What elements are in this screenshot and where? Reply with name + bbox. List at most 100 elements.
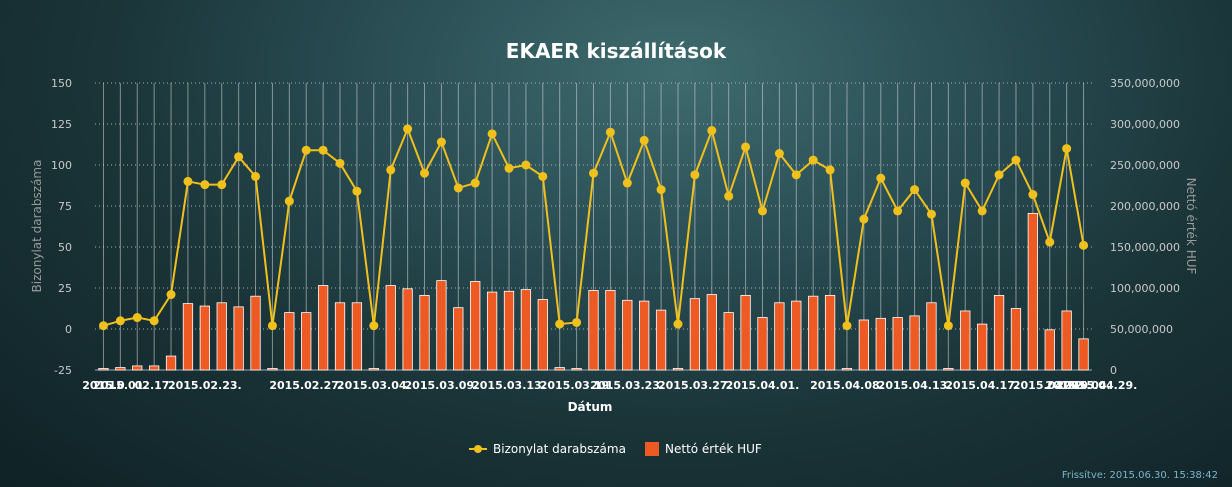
line-point <box>403 124 413 134</box>
x-tick-label: 2015.0 <box>1045 379 1088 392</box>
y-tick-label-left: 100 <box>51 159 72 172</box>
legend-item-bar[interactable]: Nettó érték HUF <box>645 442 762 456</box>
y-tick-label-left: -25 <box>54 364 72 377</box>
line-point <box>115 316 125 326</box>
bar <box>1010 308 1022 371</box>
line-point <box>453 183 463 193</box>
y-tick-label-left: 125 <box>51 118 72 131</box>
bar <box>791 300 802 371</box>
bar <box>149 365 160 371</box>
bar <box>993 294 1005 371</box>
x-tick-label: 2015.04.08. <box>810 379 884 392</box>
line-point <box>217 180 227 190</box>
x-tick-label: 2015.03.23. <box>590 379 664 392</box>
bar <box>132 365 143 371</box>
line-point <box>893 206 903 216</box>
line-point <box>673 319 683 329</box>
line-point <box>842 321 852 331</box>
bar <box>943 368 954 371</box>
bar <box>1061 310 1072 371</box>
line-point <box>622 178 632 188</box>
bar <box>267 368 278 371</box>
bar <box>486 291 498 371</box>
bar <box>622 299 633 371</box>
line-point <box>555 319 565 329</box>
line-point <box>690 170 700 180</box>
bar <box>706 294 717 371</box>
x-tick-label: 2015.04. <box>1056 379 1110 392</box>
bar <box>419 294 430 371</box>
line-point <box>301 145 311 155</box>
line-point <box>639 135 649 145</box>
line-point <box>521 160 531 170</box>
x-tick-label: 2015.04.01. <box>726 379 800 392</box>
line-point <box>825 165 835 175</box>
bar <box>858 319 870 371</box>
bar <box>216 302 227 371</box>
bar <box>317 285 329 371</box>
chart-title: EKAER kiszállítások <box>506 39 727 63</box>
legend-item-line[interactable]: Bizonylat darabszáma <box>469 442 626 456</box>
y-axis-right-title: Nettó érték HUF <box>1184 178 1198 275</box>
x-tick-label: 2015.04.13. <box>878 379 952 392</box>
bar <box>571 368 582 371</box>
bar <box>301 312 312 371</box>
x-tick-label: 2015.03.04. <box>337 379 411 392</box>
bar <box>199 305 210 371</box>
legend-label-line: Bizonylat darabszáma <box>493 442 626 456</box>
refresh-timestamp: Frissítve: 2015.06.30. 15:38:42 <box>1061 470 1218 481</box>
bar <box>774 302 785 371</box>
bar <box>605 290 616 371</box>
x-axis-title: Dátum <box>568 400 613 414</box>
line-point <box>98 321 108 331</box>
line-point <box>960 178 970 188</box>
x-tick-label: 2015.0 <box>82 379 125 392</box>
line-point <box>589 168 598 178</box>
legend[interactable]: Bizonylat darabszáma Nettó érték HUF <box>469 442 762 456</box>
bar <box>875 317 886 371</box>
bar <box>402 288 413 371</box>
bar <box>1044 329 1055 371</box>
line-point <box>420 168 430 178</box>
bar <box>351 302 363 371</box>
line-point <box>707 126 717 136</box>
x-tick-label: 2015.03.19. <box>540 379 614 392</box>
line-point <box>757 206 767 216</box>
line-point <box>572 317 582 327</box>
bar <box>689 298 701 371</box>
y-tick-label-right: 150,000,000 <box>1110 241 1180 254</box>
y-axis-left-title: Bizonylat darabszáma <box>30 160 44 293</box>
bar <box>385 285 396 371</box>
line-point <box>487 129 497 139</box>
bar <box>841 368 853 371</box>
y-tick-label-right: 100,000,000 <box>1110 282 1180 295</box>
y-tick-label-right: 200,000,000 <box>1110 200 1180 213</box>
x-tick-label: 2015.03.27. <box>658 379 732 392</box>
line-series <box>98 124 1089 331</box>
bar <box>926 302 937 371</box>
x-tick-label: 2015.04.17. <box>945 379 1019 392</box>
line-point <box>774 149 784 159</box>
y-tick-label-right: 350,000,000 <box>1110 77 1180 90</box>
bar <box>520 289 532 371</box>
x-tick-label: 02.17. <box>135 379 174 392</box>
bar <box>892 317 903 371</box>
line-point <box>1028 190 1038 200</box>
bar <box>334 302 346 371</box>
line-point <box>876 173 886 183</box>
bar <box>977 323 988 371</box>
y-tick-label-left: 75 <box>58 200 72 213</box>
bar <box>554 367 565 371</box>
line-point <box>149 316 159 326</box>
line-point <box>504 163 514 173</box>
y-tick-label-left: 50 <box>58 241 72 254</box>
line-point <box>369 321 379 331</box>
bar <box>909 315 920 371</box>
bar <box>470 281 481 371</box>
line-point <box>1079 240 1089 250</box>
bar <box>723 312 734 371</box>
line-point <box>352 186 362 196</box>
bar <box>453 307 464 371</box>
line-point <box>926 209 936 219</box>
